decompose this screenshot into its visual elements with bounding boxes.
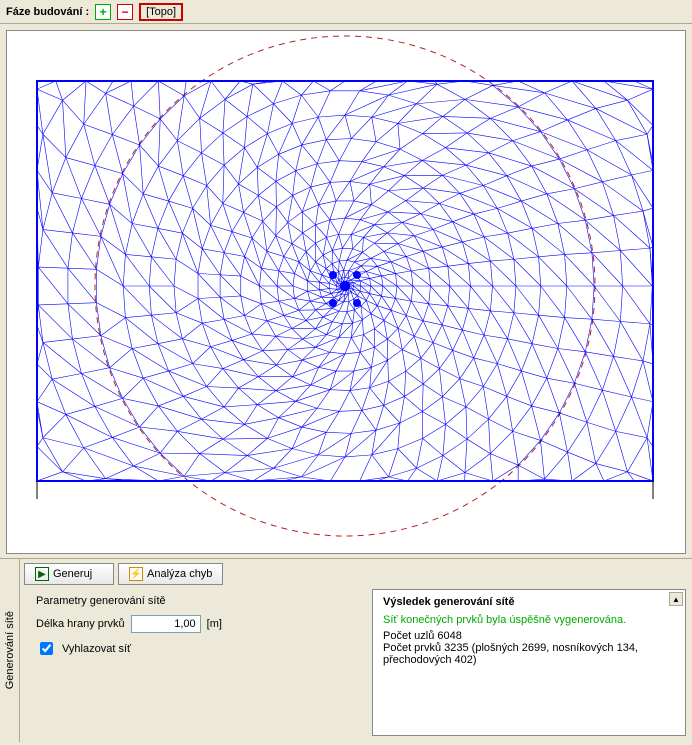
- bottom-pane: Generování sítě ▶ Generuj ⚡ Analýza chyb…: [0, 558, 692, 742]
- add-phase-button[interactable]: +: [95, 4, 111, 20]
- remove-phase-button[interactable]: −: [117, 4, 133, 20]
- side-tab-label: Generování sítě: [4, 611, 16, 689]
- play-icon: ▶: [35, 567, 49, 581]
- params-group-label: Parametry generování sítě: [36, 595, 356, 607]
- action-buttons: ▶ Generuj ⚡ Analýza chyb: [20, 559, 692, 589]
- phase-label: Fáze budování :: [6, 6, 89, 18]
- edge-length-unit: [m]: [207, 618, 222, 630]
- smooth-checkbox[interactable]: [40, 642, 53, 655]
- params-panel: Parametry generování sítě Délka hrany pr…: [26, 589, 366, 736]
- node-count: Počet uzlů 6048: [383, 630, 675, 642]
- phase-toolbar: Fáze budování : + − [Topo]: [0, 0, 692, 24]
- results-panel: ▲ Výsledek generování sítě Síť konečných…: [372, 589, 686, 736]
- element-count: Počet prvků 3235 (plošných 2699, nosníko…: [383, 642, 675, 666]
- analyze-button[interactable]: ⚡ Analýza chyb: [118, 563, 223, 585]
- edge-length-label: Délka hrany prvků: [36, 618, 125, 630]
- lightning-icon: ⚡: [129, 567, 143, 581]
- smooth-label: Vyhlazovat síť: [62, 643, 131, 655]
- results-title: Výsledek generování sítě: [383, 596, 675, 608]
- topo-button[interactable]: [Topo]: [139, 3, 183, 21]
- generate-label: Generuj: [53, 568, 92, 580]
- side-tab-mesh[interactable]: Generování sítě: [0, 559, 20, 742]
- success-message: Síť konečných prvků byla úspěšně vygener…: [383, 614, 675, 626]
- generate-button[interactable]: ▶ Generuj: [24, 563, 114, 585]
- analyze-label: Analýza chyb: [147, 568, 212, 580]
- scroll-up-icon[interactable]: ▲: [669, 592, 683, 606]
- mesh-viewport[interactable]: [6, 30, 686, 554]
- edge-length-input[interactable]: [131, 615, 201, 633]
